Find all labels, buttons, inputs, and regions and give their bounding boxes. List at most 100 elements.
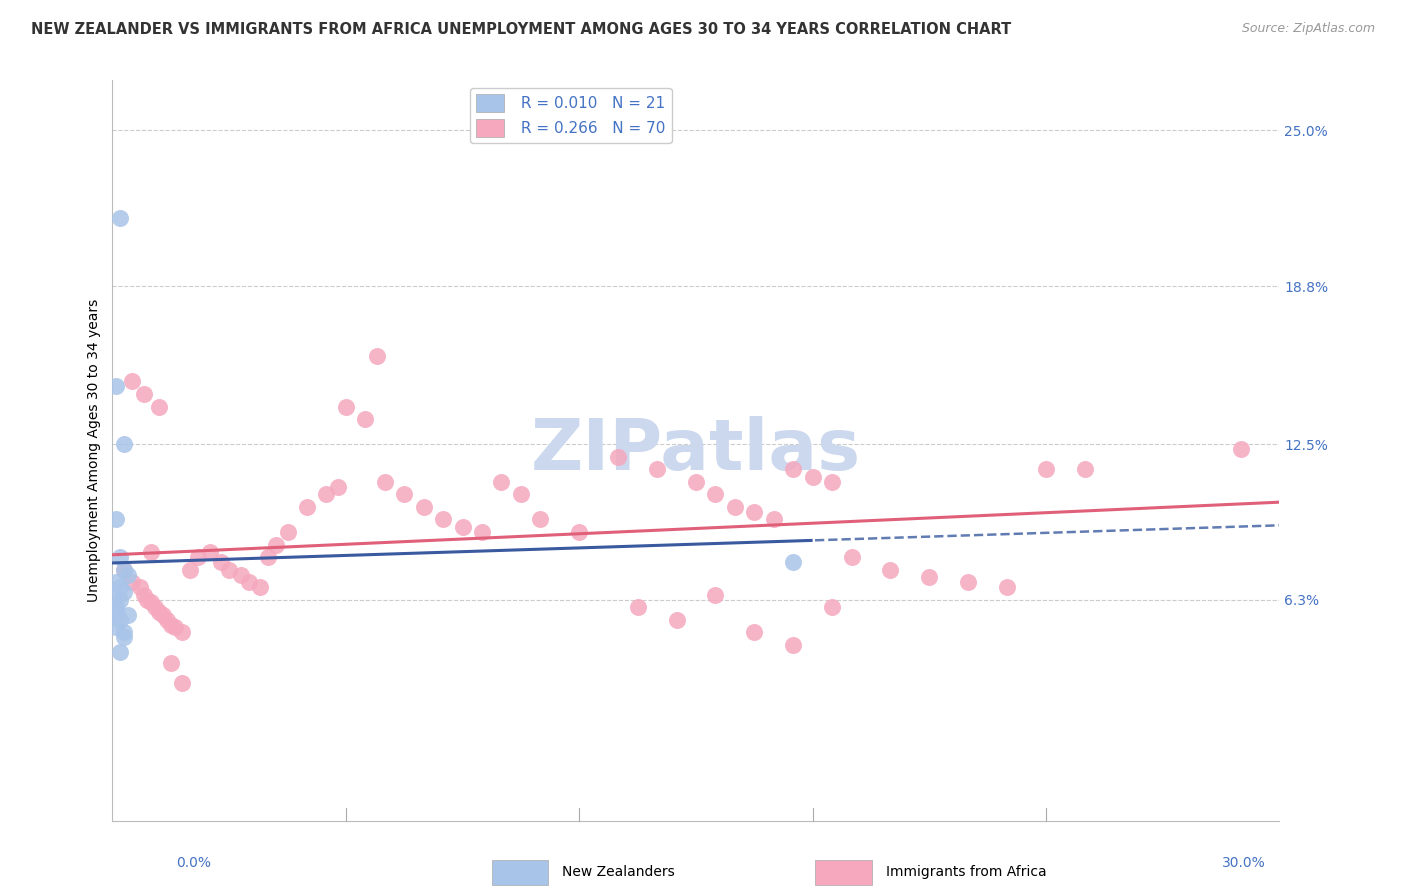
Point [148,605,170,619]
Point [957,575,980,590]
Point [112,563,135,577]
Point [1229,442,1251,457]
Point [744,625,766,640]
Point [264,538,287,552]
Point [121,375,143,389]
Point [607,450,630,464]
Point [295,500,318,514]
Text: ZIPatlas: ZIPatlas [531,416,860,485]
Legend:  R = 0.010   N = 21,  R = 0.266   N = 70: R = 0.010 N = 21, R = 0.266 N = 70 [470,88,672,143]
Point [821,600,844,615]
Point [665,613,688,627]
Point [110,550,132,565]
Point [218,563,240,577]
Point [105,591,128,605]
Point [335,400,357,414]
Point [645,462,668,476]
Point [105,600,128,615]
Point [744,505,766,519]
Point [112,585,135,599]
Point [394,487,416,501]
Point [105,379,128,393]
Point [841,550,863,565]
Point [136,592,159,607]
Point [1035,462,1057,476]
Point [782,462,804,476]
Point [257,550,280,565]
Point [198,545,221,559]
Point [229,567,252,582]
Text: 30.0%: 30.0% [1222,856,1265,871]
Point [163,620,186,634]
Point [105,620,128,634]
Point [110,580,132,594]
Point [172,625,194,640]
Point [801,470,824,484]
Text: Immigrants from Africa: Immigrants from Africa [886,865,1046,880]
Point [112,563,135,577]
Point [821,475,844,489]
Y-axis label: Unemployment Among Ages 30 to 34 years: Unemployment Among Ages 30 to 34 years [87,299,101,602]
Point [568,524,591,539]
Point [141,545,163,559]
Point [110,211,132,226]
Text: 0.0%: 0.0% [176,856,211,871]
Point [354,412,377,426]
Text: NEW ZEALANDER VS IMMIGRANTS FROM AFRICA UNEMPLOYMENT AMONG AGES 30 TO 34 YEARS C: NEW ZEALANDER VS IMMIGRANTS FROM AFRICA … [31,22,1011,37]
Point [187,550,209,565]
Point [1074,462,1097,476]
Point [782,555,804,569]
Point [432,512,454,526]
Point [110,613,132,627]
Point [704,588,727,602]
Point [995,580,1018,594]
Point [105,512,128,526]
Point [209,555,232,569]
Text: New Zealanders: New Zealanders [562,865,675,880]
Point [105,575,128,590]
Point [128,580,150,594]
Point [160,618,183,632]
Point [879,563,901,577]
Point [143,600,166,615]
Text: Source: ZipAtlas.com: Source: ZipAtlas.com [1241,22,1375,36]
Point [366,349,388,363]
Point [471,524,494,539]
Point [179,563,201,577]
Point [685,475,707,489]
Point [112,437,135,451]
Point [112,625,135,640]
Point [782,638,804,652]
Point [160,656,183,670]
Point [110,645,132,659]
Point [374,475,396,489]
Point [132,588,155,602]
Point [117,567,139,582]
Point [172,675,194,690]
Point [141,595,163,609]
Point [117,607,139,622]
Point [112,631,135,645]
Point [326,480,349,494]
Point [110,592,132,607]
Point [412,500,434,514]
Point [315,487,337,501]
Point [238,575,260,590]
Point [121,575,143,590]
Point [132,387,155,401]
Point [529,512,551,526]
Point [148,400,170,414]
Point [249,580,271,594]
Point [509,487,531,501]
Point [152,607,174,622]
Point [724,500,747,514]
Point [704,487,727,501]
Point [762,512,785,526]
Point [918,570,941,584]
Point [451,520,474,534]
Point [105,605,128,619]
Point [627,600,650,615]
Point [156,613,179,627]
Point [276,524,298,539]
Point [491,475,513,489]
